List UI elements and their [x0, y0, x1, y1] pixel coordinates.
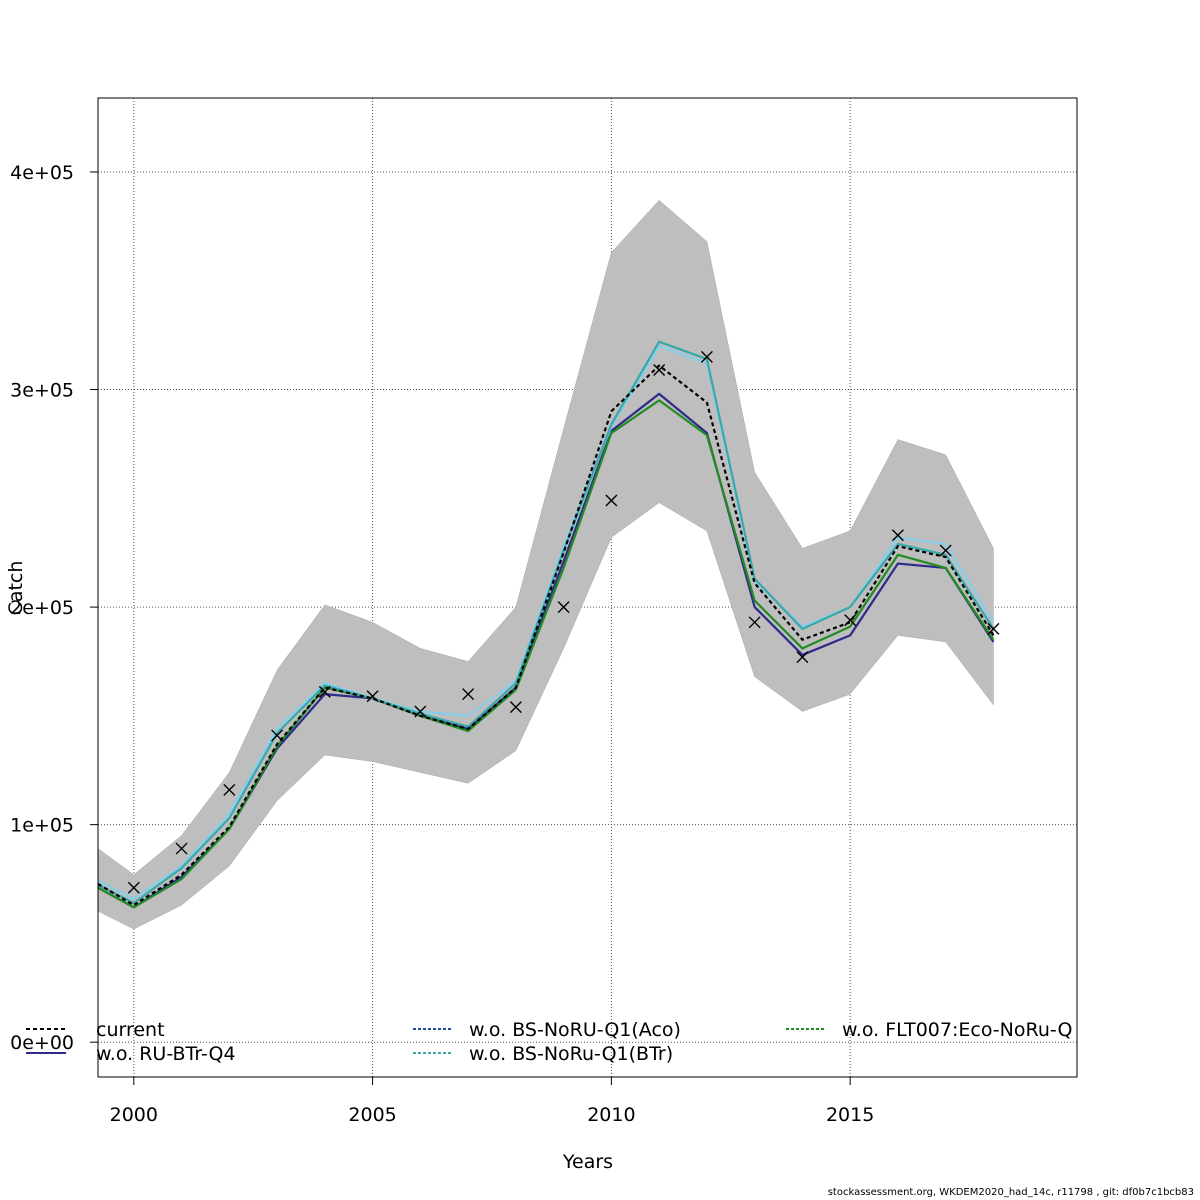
observed-marker-2018 [987, 622, 1000, 635]
observed-marker-2004 [318, 685, 331, 698]
observed-marker-stroke-b [748, 616, 761, 629]
observed-marker-stroke-b [223, 783, 236, 796]
series-lines [98, 340, 995, 909]
x-tick-label-2005: 2005 [348, 1104, 396, 1126]
observed-marker-2006 [414, 705, 427, 718]
y-axis: 0e+00 1e+05 2e+05 3e+05 4e+05 [10, 162, 98, 1054]
observed-marker-2002 [223, 783, 236, 796]
observed-marker-stroke-b [891, 529, 904, 542]
observed-marker-2017 [939, 544, 952, 557]
observed-marker-2012 [700, 350, 713, 363]
observed-marker-stroke-b [557, 601, 570, 614]
legend-item-1: w.o. RU-BTr-Q4 [26, 1043, 236, 1065]
y-tick-label-3: 3e+05 [10, 380, 74, 402]
observed-marker-stroke-b [653, 363, 666, 376]
observed-marker-stroke-b [127, 881, 140, 894]
x-axis-label: Years [562, 1151, 613, 1173]
observed-marker-2015 [844, 614, 857, 627]
y-tick-label-1: 1e+05 [10, 815, 74, 837]
observed-marker-stroke-b [414, 705, 427, 718]
observed-marker-2011 [653, 363, 666, 376]
observed-marker-2010 [605, 494, 618, 507]
confidence-band [98, 199, 994, 930]
x-tick-label-2000: 2000 [110, 1104, 158, 1126]
legend-label-4: w.o. FLT007:Eco-NoRu-Q [842, 1019, 1072, 1041]
observed-marker-stroke-b [509, 701, 522, 714]
observed-marker-stroke-b [318, 685, 331, 698]
observed-marker-stroke-b [605, 494, 618, 507]
series-line-0 [98, 364, 995, 907]
x-axis: 2000 2005 2010 2015 [110, 1077, 874, 1126]
plot-frame [97, 97, 1078, 1078]
footer-credit: stockassessment.org, WKDEM2020_had_14c, … [827, 1187, 1194, 1198]
observed-catch-markers [127, 350, 1000, 894]
y-axis-label: Catch [5, 561, 27, 616]
observed-marker-stroke-b [462, 688, 475, 701]
observed-marker-stroke-b [987, 622, 1000, 635]
observed-marker-2005 [366, 690, 379, 703]
observed-marker-2008 [509, 701, 522, 714]
series-line-4 [98, 340, 995, 905]
observed-marker-stroke-b [844, 614, 857, 627]
observed-marker-2003 [271, 729, 284, 742]
observed-marker-2000 [127, 881, 140, 894]
legend-item-3: w.o. BS-NoRu-Q1(BTr) [413, 1043, 673, 1065]
observed-marker-stroke-b [366, 690, 379, 703]
legend-item-2: w.o. BS-NoRU-Q1(Aco) [413, 1019, 681, 1041]
observed-marker-2014 [796, 651, 809, 664]
y-tick-label-4: 4e+05 [10, 162, 74, 184]
observed-marker-2016 [891, 529, 904, 542]
observed-marker-stroke-b [271, 729, 284, 742]
observed-marker-2009 [557, 601, 570, 614]
series-line-2 [98, 399, 995, 909]
observed-marker-stroke-b [939, 544, 952, 557]
legend-label-2: w.o. BS-NoRU-Q1(Aco) [469, 1019, 681, 1041]
observed-marker-2001 [175, 842, 188, 855]
x-tick-label-2015: 2015 [826, 1104, 874, 1126]
x-tick-label-2010: 2010 [587, 1104, 635, 1126]
y-tick-label-2: 2e+05 [10, 597, 74, 619]
legend-label-0: current [96, 1019, 165, 1041]
observed-marker-stroke-b [175, 842, 188, 855]
observed-marker-2013 [748, 616, 761, 629]
legend-item-4: w.o. FLT007:Eco-NoRu-Q [786, 1019, 1072, 1041]
legend-label-3: w.o. BS-NoRu-Q1(BTr) [469, 1043, 673, 1065]
observed-marker-stroke-b [796, 651, 809, 664]
y-tick-label-0: 0e+00 [10, 1032, 74, 1054]
legend-label-1: w.o. RU-BTr-Q4 [96, 1043, 236, 1065]
legend-item-0: current [26, 1019, 165, 1041]
observed-marker-stroke-b [700, 350, 713, 363]
observed-marker-2007 [462, 688, 475, 701]
